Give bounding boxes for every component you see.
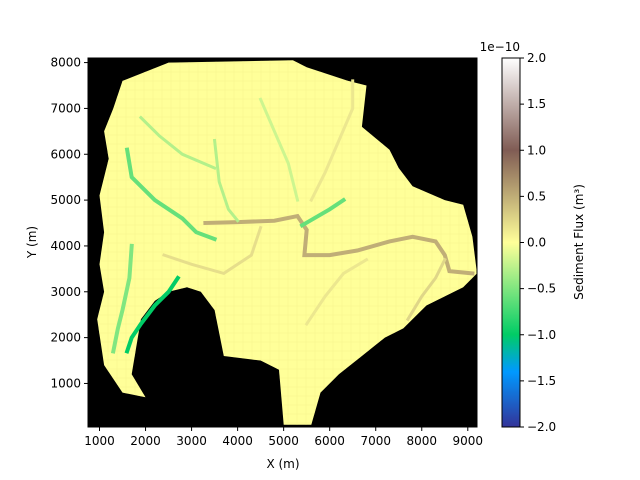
flux-channel-3 [124, 147, 218, 242]
x-tick-label-6000: 6000 [314, 434, 345, 448]
colorbar-tick-label-8: 2.0 [527, 51, 546, 65]
flux-channel-1 [405, 257, 447, 322]
flux-channel-4 [124, 275, 181, 354]
flux-channel-9 [304, 257, 369, 326]
x-tick-label-7000: 7000 [360, 434, 391, 448]
y-tick-label-3000: 3000 [50, 285, 81, 299]
x-tick-label-4000: 4000 [222, 434, 253, 448]
colorbar-tick-label-5: 0.5 [527, 189, 546, 203]
y-axis: 1000 2000 3000 4000 5000 6000 7000 8000 [50, 56, 88, 390]
y-tick-label-4000: 4000 [50, 239, 81, 253]
colorbar-tick-label-3: −0.5 [527, 282, 556, 296]
colorbar-tick-label-4: 0.0 [527, 236, 546, 250]
flux-channel-6 [212, 138, 240, 223]
flux-channel-0 [203, 213, 475, 276]
colorbar-label: Sediment Flux (m³) [572, 184, 586, 300]
x-tick-label-9000: 9000 [453, 434, 484, 448]
colorbar-ticks: −2.0 −1.5 −1.0 −0.5 0.0 0.5 1.0 1.5 2.0 [520, 51, 556, 434]
channel-layer [110, 79, 475, 354]
colorbar-tick-label-2: −1.0 [527, 328, 556, 342]
x-tick-label-8000: 8000 [406, 434, 437, 448]
plot-frame [87, 57, 478, 428]
y-tick-label-7000: 7000 [50, 101, 81, 115]
colorbar-tick-label-7: 1.5 [527, 97, 546, 111]
flux-channel-2 [299, 197, 347, 229]
x-axis-label: X (m) [266, 457, 299, 471]
x-tick-label-2000: 2000 [130, 434, 161, 448]
flux-channel-7 [138, 115, 217, 170]
colorbar-tick-label-6: 1.0 [527, 143, 546, 157]
x-tick-label-1000: 1000 [84, 434, 115, 448]
flux-channel-10 [258, 97, 300, 202]
y-tick-label-2000: 2000 [50, 331, 81, 345]
y-tick-label-1000: 1000 [50, 376, 81, 390]
y-axis-label: Y (m) [25, 226, 39, 259]
flux-channel-8 [162, 225, 263, 276]
x-tick-label-3000: 3000 [176, 434, 207, 448]
x-tick-label-5000: 5000 [268, 434, 299, 448]
colorbar-scale-label: 1e−10 [480, 40, 520, 54]
y-tick-label-8000: 8000 [50, 56, 81, 70]
colorbar [501, 57, 521, 428]
colorbar-tick-label-1: −1.5 [527, 374, 556, 388]
x-axis: 1000 2000 3000 4000 5000 6000 7000 8000 9000 [84, 427, 483, 448]
domain-layer [97, 60, 477, 425]
y-tick-label-5000: 5000 [50, 193, 81, 207]
flux-channel-11 [309, 79, 355, 203]
colorbar-tick-label-0: −2.0 [527, 420, 556, 434]
y-tick-label-6000: 6000 [50, 147, 81, 161]
flux-channel-5 [110, 243, 134, 354]
watershed-grid-cells [97, 60, 477, 425]
